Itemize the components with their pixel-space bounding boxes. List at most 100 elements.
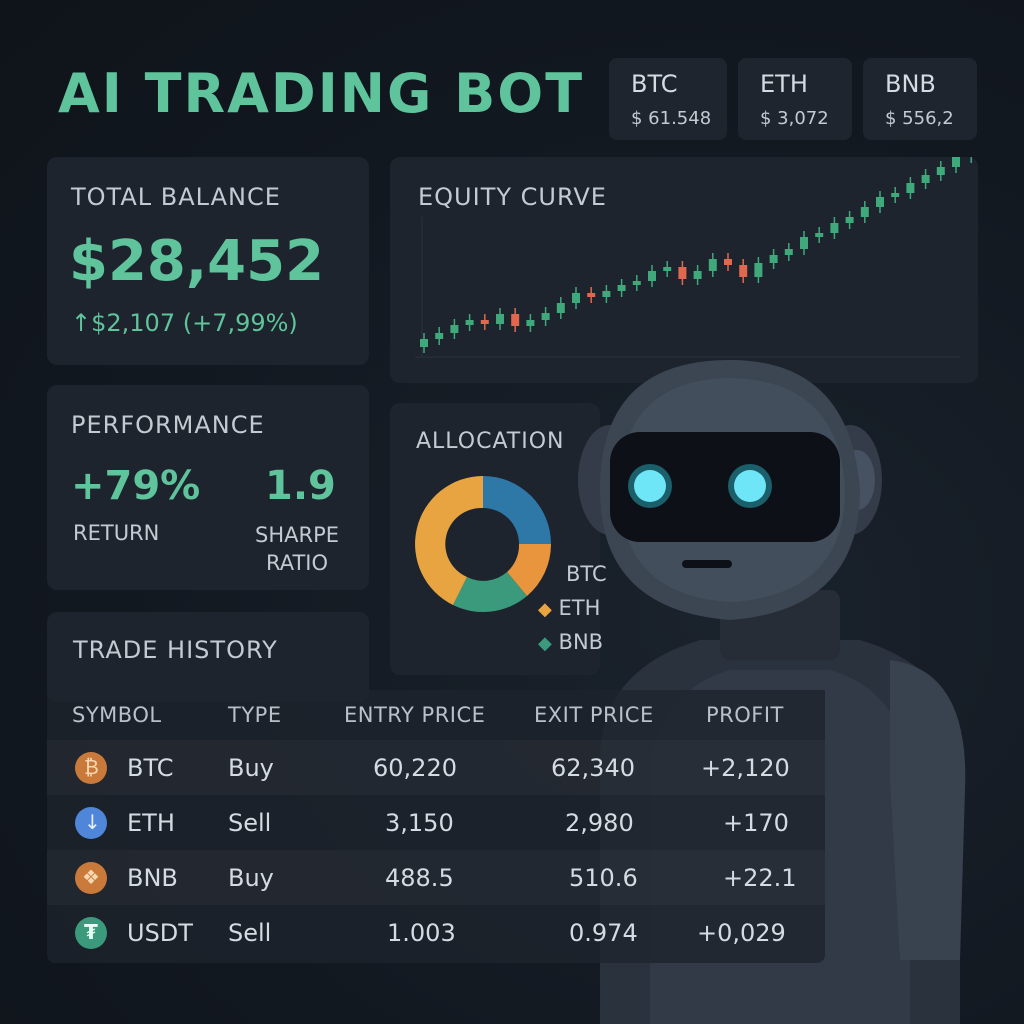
trade-history-title: TRADE HISTORY <box>73 636 278 664</box>
sharpe-label-line2: RATIO <box>265 551 329 575</box>
candle <box>860 207 869 217</box>
donut-slice-eth-right <box>507 544 552 596</box>
candle <box>587 293 596 297</box>
candle <box>754 263 763 277</box>
performance-title: PERFORMANCE <box>71 411 265 439</box>
return-value: +79% <box>71 463 201 509</box>
col-type[interactable]: TYPE <box>228 703 282 727</box>
table-row[interactable]: ↓ ETH Sell 3,150 2,980 +170 <box>47 795 825 850</box>
candle <box>845 217 854 223</box>
candle <box>480 320 489 324</box>
legend-bnb-label: BNB <box>558 630 604 654</box>
candle <box>572 293 580 303</box>
cell-type: Sell <box>228 919 272 947</box>
trade-history-table <box>47 690 825 963</box>
balance-card: TOTAL BALANCE $28,452 ↑$2,107 (+7,99%) <box>47 157 369 365</box>
allocation-card: ALLOCATION <box>390 403 600 675</box>
ticker-bnb[interactable]: BNB $ 556,2 <box>863 58 977 140</box>
cell-type: Sell <box>228 809 272 837</box>
ticker-price: $ 556,2 <box>885 108 954 129</box>
cell-exit: 0.974 <box>569 919 638 947</box>
col-exit-price[interactable]: EXIT PRICE <box>534 703 654 727</box>
cell-profit: +0,029 <box>697 919 786 947</box>
return-label: RETURN <box>73 521 160 545</box>
sharpe-value: 1.9 <box>265 463 336 509</box>
cell-profit: +2,120 <box>701 754 790 782</box>
table-row[interactable]: ₮ USDT Sell 1.003 0.974 +0,029 <box>47 905 825 960</box>
candle <box>876 197 884 207</box>
diamond-icon: ◆ <box>538 633 552 654</box>
candle <box>724 259 732 265</box>
candle <box>693 271 702 279</box>
candle <box>769 255 778 263</box>
candle <box>632 281 641 285</box>
candle <box>496 314 504 324</box>
legend-bnb: ◆ BNB <box>538 630 603 654</box>
col-entry-price[interactable]: ENTRY PRICE <box>344 703 486 727</box>
candle <box>602 291 611 297</box>
cell-symbol: BNB <box>127 864 178 892</box>
candle <box>511 314 520 326</box>
candle <box>708 259 717 271</box>
candle <box>450 325 459 333</box>
cell-profit: +170 <box>723 809 789 837</box>
candle <box>830 223 839 233</box>
balance-change: ↑$2,107 (+7,99%) <box>71 309 298 337</box>
donut-slice-eth <box>415 476 483 605</box>
candle <box>815 233 824 237</box>
candle <box>435 333 444 339</box>
candle <box>648 271 656 281</box>
equity-chart <box>415 157 972 358</box>
page-title: AI TRADING BOT <box>58 62 585 125</box>
donut-slice-btc <box>483 476 551 544</box>
cell-type: Buy <box>228 754 274 782</box>
candle <box>617 285 626 291</box>
ticker-eth[interactable]: ETH $ 3,072 <box>738 58 852 140</box>
cell-type: Buy <box>228 864 274 892</box>
candle <box>541 313 550 320</box>
candle <box>678 267 687 279</box>
cell-symbol: BTC <box>127 754 174 782</box>
cell-symbol: USDT <box>127 919 193 947</box>
candle <box>921 175 930 183</box>
candle <box>420 339 428 347</box>
candle <box>739 265 748 277</box>
ticker-btc[interactable]: BTC $ 61.548 <box>609 58 727 140</box>
sharpe-label: SHARPE RATIO <box>247 521 347 577</box>
ticker-price: $ 3,072 <box>760 108 829 129</box>
cell-entry: 488.5 <box>385 864 454 892</box>
allocation-title: ALLOCATION <box>416 429 565 454</box>
balance-title: TOTAL BALANCE <box>71 183 281 211</box>
balance-value: $28,452 <box>69 229 325 294</box>
cell-entry: 3,150 <box>385 809 454 837</box>
cell-symbol: ETH <box>127 809 175 837</box>
legend-eth-label: ETH <box>558 596 601 620</box>
cell-exit: 2,980 <box>565 809 634 837</box>
candle <box>936 167 945 175</box>
ethereum-icon: ↓ <box>75 807 107 839</box>
ticker-symbol: ETH <box>760 70 808 98</box>
cell-profit: +22.1 <box>723 864 797 892</box>
performance-card: PERFORMANCE +79% RETURN 1.9 SHARPE RATIO <box>47 385 369 590</box>
candle <box>952 157 960 167</box>
diamond-icon: ◆ <box>538 599 552 620</box>
candle <box>465 320 474 325</box>
cell-entry: 60,220 <box>373 754 457 782</box>
ticker-price: $ 61.548 <box>631 108 712 129</box>
candle <box>891 193 900 197</box>
sharpe-label-line1: SHARPE <box>254 523 339 547</box>
cell-entry: 1.003 <box>387 919 456 947</box>
legend-eth: ◆ ETH <box>538 596 600 620</box>
ticker-symbol: BNB <box>885 70 936 98</box>
balance-change-value: $2,107 (+7,99%) <box>91 309 298 337</box>
bitcoin-icon: ₿ <box>75 752 107 784</box>
candle <box>906 183 915 193</box>
candle <box>663 267 672 271</box>
col-profit[interactable]: PROFIT <box>706 703 784 727</box>
equity-card: EQUITY CURVE <box>390 157 978 383</box>
equity-title: EQUITY CURVE <box>418 183 607 211</box>
table-row[interactable]: ₿ BTC Buy 60,220 62,340 +2,120 <box>47 740 825 795</box>
col-symbol[interactable]: SYMBOL <box>72 703 162 727</box>
candle <box>800 237 808 249</box>
table-row[interactable]: ❖ BNB Buy 488.5 510.6 +22.1 <box>47 850 825 905</box>
